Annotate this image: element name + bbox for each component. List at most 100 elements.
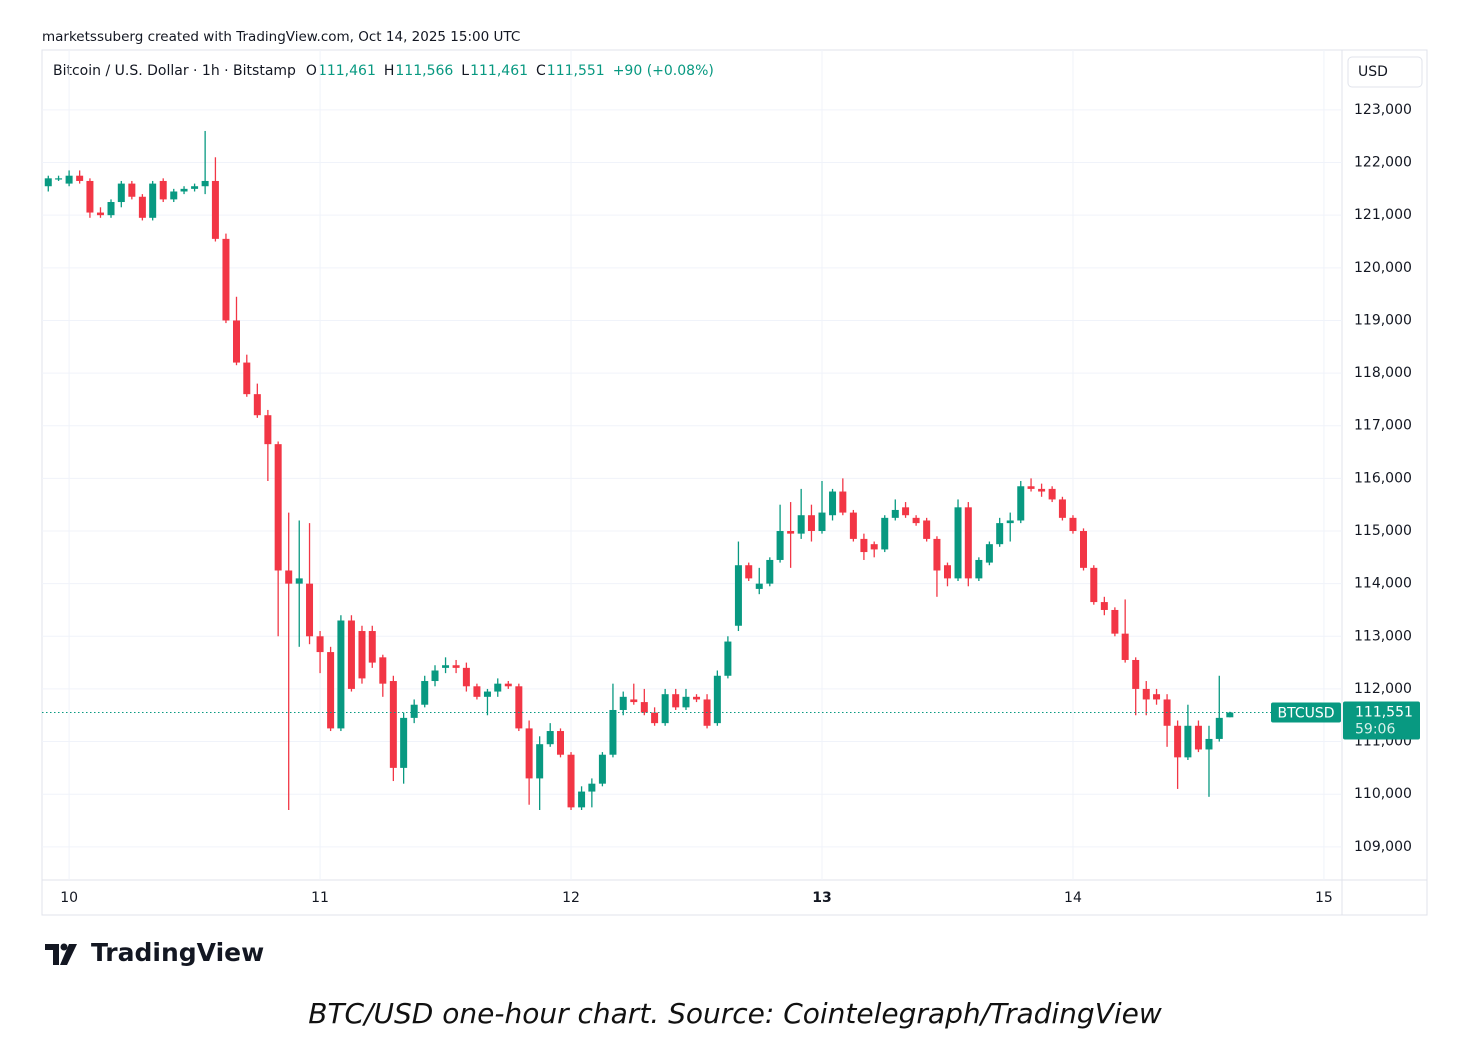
candle-body xyxy=(191,186,199,189)
candle-body xyxy=(776,531,784,560)
candle-body xyxy=(1069,517,1077,532)
candle-body xyxy=(483,691,491,697)
candle-body xyxy=(724,641,732,676)
candle-body xyxy=(222,238,230,321)
candle-body xyxy=(588,783,596,792)
candle-body xyxy=(327,652,335,729)
candle-body xyxy=(787,531,795,534)
attribution: marketssuberg created with TradingView.c… xyxy=(42,29,520,45)
candle-body xyxy=(996,523,1004,545)
candle-body xyxy=(96,212,104,216)
y-tick-label: 112,000 xyxy=(1354,681,1412,697)
y-tick-label: 114,000 xyxy=(1354,576,1412,592)
candle-body xyxy=(734,565,742,626)
candle-body xyxy=(902,507,910,516)
candle-body xyxy=(672,694,680,708)
candle-body xyxy=(243,362,251,395)
candle-body xyxy=(201,180,209,187)
candle-body xyxy=(619,696,627,710)
currency-button[interactable] xyxy=(1347,56,1423,88)
candle-body xyxy=(860,538,868,553)
legend-key: O xyxy=(306,63,317,79)
candle-body xyxy=(400,717,408,768)
candle-body xyxy=(138,196,146,218)
candle-body xyxy=(807,515,815,532)
candle-body xyxy=(1111,609,1119,634)
candle-body xyxy=(1090,567,1098,603)
candle-body xyxy=(264,415,272,445)
candle-body xyxy=(1184,725,1192,758)
legend-key: L xyxy=(461,63,469,79)
candle-body xyxy=(609,709,617,755)
candle-body xyxy=(1174,725,1182,758)
candle-body xyxy=(891,509,899,518)
candle-body xyxy=(797,515,805,534)
caption: BTC/USD one-hour chart. Source: Cointele… xyxy=(308,997,1162,1030)
candle-body xyxy=(985,544,993,563)
candle-body xyxy=(1080,531,1088,568)
candle-body xyxy=(912,517,920,524)
candle-body xyxy=(358,631,366,679)
y-tick-label: 115,000 xyxy=(1354,523,1412,539)
countdown: 59:06 xyxy=(1355,722,1395,738)
candle-body xyxy=(515,686,523,729)
candle-body xyxy=(525,728,533,779)
candle-body xyxy=(452,665,460,668)
candle-body xyxy=(65,175,73,184)
candle-body xyxy=(818,512,826,532)
candle-body xyxy=(253,394,261,416)
candle-body xyxy=(1153,694,1161,700)
candle-body xyxy=(211,180,219,239)
candles xyxy=(44,130,1234,810)
candle-body xyxy=(1205,738,1213,750)
candle-body xyxy=(86,180,94,213)
candle-body xyxy=(923,520,931,539)
candle-body xyxy=(368,631,376,663)
y-tick-label: 116,000 xyxy=(1354,470,1412,486)
candle-body xyxy=(295,578,303,584)
y-tick-label: 121,000 xyxy=(1354,207,1412,223)
candle-body xyxy=(598,754,606,784)
candle-body xyxy=(494,683,502,692)
candle-body xyxy=(149,183,157,218)
y-tick-label: 122,000 xyxy=(1354,155,1412,171)
grid xyxy=(42,50,1342,880)
candle-body xyxy=(1194,725,1202,750)
y-tick-label: 110,000 xyxy=(1354,786,1412,802)
currency[interactable]: USD xyxy=(1358,64,1388,80)
candle-body xyxy=(849,512,857,539)
y-tick-label: 119,000 xyxy=(1354,312,1412,328)
candle-body xyxy=(713,675,721,724)
candle-body xyxy=(347,620,355,689)
legend-key: H xyxy=(384,63,395,79)
candle-body xyxy=(180,188,188,192)
candle-body xyxy=(755,583,763,589)
ticker-tag: BTCUSD xyxy=(1277,706,1334,722)
candle-body xyxy=(316,636,324,653)
candle-body xyxy=(1017,486,1025,521)
y-tick-label: 118,000 xyxy=(1354,365,1412,381)
candle-body xyxy=(170,191,178,200)
x-tick-label: 12 xyxy=(562,890,580,906)
candle-body xyxy=(567,754,575,808)
x-tick-label: 10 xyxy=(60,890,78,906)
candle-body xyxy=(1132,659,1140,689)
x-tick-label: 13 xyxy=(812,890,831,906)
candle-body xyxy=(232,320,240,363)
candle-body xyxy=(870,544,878,550)
candle-body xyxy=(442,665,450,668)
candle-body xyxy=(640,702,648,713)
candle-body xyxy=(1100,602,1108,610)
candle-body xyxy=(1048,488,1056,500)
legend-value: 111,566 xyxy=(395,63,453,79)
candle-body xyxy=(682,696,690,708)
candle-body xyxy=(274,444,282,571)
ticker-tag-bg xyxy=(1271,702,1341,723)
legend: Bitcoin / U.S. Dollar · 1h · Bitstamp O 11… xyxy=(53,63,714,79)
candle-body xyxy=(1027,486,1035,489)
legend-value: 111,461 xyxy=(470,63,528,79)
candle-body xyxy=(578,791,586,808)
candle-body xyxy=(829,491,837,516)
y-tick-label: 117,000 xyxy=(1354,418,1412,434)
